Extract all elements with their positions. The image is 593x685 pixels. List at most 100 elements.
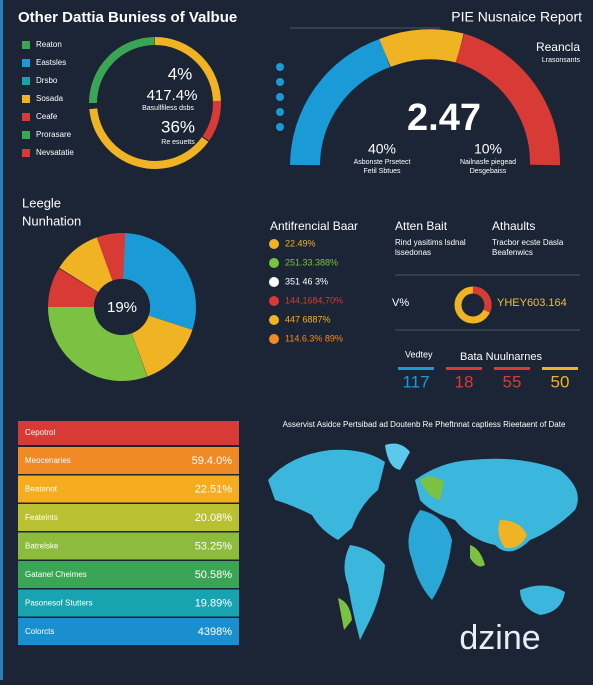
bar-label: Meocenaries (25, 456, 71, 465)
legend-label: Prorasare (36, 130, 72, 139)
bar-row (18, 475, 239, 503)
list-label: 351 46 3% (285, 276, 328, 286)
map-title: Asservist Asidce Pertsibad ad Doutenb Re… (283, 420, 566, 429)
pie-center: 19% (107, 299, 137, 316)
list-dot (269, 277, 279, 287)
bar-label: Gatanel Cheimes (25, 570, 87, 579)
list-label: 114.6.3% 89% (285, 333, 343, 343)
world-map (268, 443, 578, 640)
col-title: Athaults (492, 219, 535, 233)
stat-bar (398, 367, 434, 370)
stat-bar (542, 367, 578, 370)
legend-swatch (22, 59, 30, 67)
caption: Desgebaiss (470, 168, 507, 175)
list-label: 144,1684,70% (285, 295, 343, 305)
legend-label: Eastsles (36, 58, 66, 67)
legend-label: Nevsatatie (36, 148, 74, 157)
bar-row (18, 421, 239, 445)
list-label: 447 6887% (285, 314, 331, 324)
stat-value: 55 (503, 372, 522, 391)
donut-text: 417.4% (147, 87, 198, 104)
gauge (290, 29, 561, 166)
donut-text: Re esuetts (161, 139, 195, 146)
legend-label: Ceafe (36, 112, 58, 121)
dots (276, 63, 284, 131)
legend-label: Sosada (36, 94, 64, 103)
legend-swatch (22, 113, 30, 121)
col-title: Atten Bait (395, 219, 448, 233)
pct: 40% (368, 141, 396, 157)
stats-title: Vedtey (405, 349, 433, 359)
list-label: 251.33.388% (285, 257, 338, 267)
big-value: 2.47 (407, 97, 481, 139)
donut (88, 36, 221, 169)
col-text: Tracbor ecste Dasla (492, 238, 564, 247)
col-text: lssedonas (395, 248, 431, 257)
bar-value: 59.4.0% (192, 455, 233, 467)
bar-label: Batrelske (25, 542, 59, 551)
watermark: dzine (459, 619, 540, 657)
list-dot (269, 258, 279, 268)
subtitle: Nunhation (22, 213, 81, 228)
bar-value: 19.89% (195, 597, 233, 609)
bar-value: 4398% (198, 626, 232, 638)
bar-value: 50.58% (195, 569, 233, 581)
pct: 10% (474, 141, 502, 157)
legend-sub: Lrasonsants (542, 57, 581, 64)
donut-text: Basullfiless dsbs (142, 105, 194, 112)
legend-swatch (22, 95, 30, 103)
legend-swatch (22, 41, 30, 49)
bar-row (18, 504, 239, 531)
ring-left: V% (392, 297, 409, 309)
bar-label: Beatenot (25, 485, 58, 494)
stat-value: 50 (551, 372, 570, 391)
donut-text: 4% (168, 64, 193, 83)
bar-row (18, 589, 239, 617)
stats-title: Bata Nuulnarnes (460, 351, 542, 363)
bar-value: 53.25% (195, 540, 233, 552)
title: Leegle (22, 195, 61, 210)
bar-list: Cepotrol Meocenaries 59.4.0% Beatenot 22.51%… (18, 421, 239, 645)
bar-label: Pasonesof Stutters (25, 599, 93, 608)
pie (48, 233, 196, 381)
bar-value: 20.08% (195, 512, 233, 524)
bar-value: 22.51% (195, 483, 233, 495)
bar-label: Feateints (25, 513, 58, 522)
list: 22.49% 251.33.388% 351 46 3% 144,1684,70% 44… (269, 238, 343, 344)
legend-title: Reancla (536, 40, 580, 54)
ring-right: YHEY603.164 (497, 297, 567, 309)
bar-row (18, 447, 239, 474)
legend-label: Drsbo (36, 76, 58, 85)
stat-value: 117 (402, 372, 429, 391)
legend-swatch (22, 77, 30, 85)
legend-label: Reaton (36, 40, 62, 49)
col-text: Beafenwics (492, 248, 533, 257)
caption: Fetil Sbtues (364, 168, 401, 175)
title: PIE Nusnaice Report (451, 9, 582, 25)
stats: 117 18 55 50 (398, 367, 578, 391)
stat-bar (494, 367, 530, 370)
stat-bar (446, 367, 482, 370)
title: Other Dattia Buniess of Valbue (18, 9, 237, 26)
caption: Asbonste Prsetect (354, 159, 411, 166)
legend-swatch (22, 131, 30, 139)
legend-swatch (22, 149, 30, 157)
bar-label: Colorcts (25, 627, 54, 636)
bar-row (18, 561, 239, 588)
col-text: Rind yasitims lsdnal (395, 238, 466, 247)
list-label: 22.49% (285, 238, 316, 248)
list-dot (269, 315, 279, 325)
list-dot (269, 239, 279, 249)
pie-hole (94, 279, 150, 335)
list-dot (269, 296, 279, 306)
bar-header: Cepotrol (25, 428, 55, 437)
bar-row (18, 532, 239, 560)
stat-value: 18 (455, 372, 474, 391)
list-title: Antifrencial Baar (270, 219, 358, 233)
caption: Nailnasfe piegead (460, 159, 516, 166)
bar-row (18, 618, 239, 645)
donut-text: 36% (161, 117, 195, 136)
ring (454, 286, 492, 324)
